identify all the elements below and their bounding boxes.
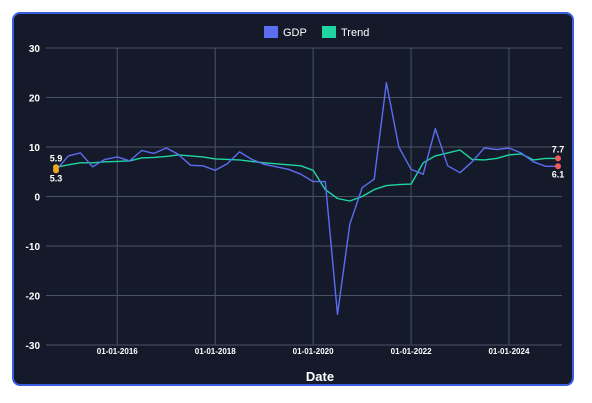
data-label-start-trend: 5.9 — [50, 153, 63, 163]
chart-frame — [12, 12, 574, 386]
x-tick-label: 01-01-2018 — [195, 347, 236, 356]
data-point-end-gdp — [555, 163, 561, 170]
legend[interactable]: GDP Trend — [264, 26, 369, 39]
x-axis-ticks: 01-01-2016 01-01-2018 01-01-2020 01-01-2022… — [97, 347, 530, 356]
series-line-trend — [55, 149, 558, 202]
y-axis-ticks: 30 20 10 0 -10 -20 -30 — [26, 44, 41, 352]
legend-swatch-gdp[interactable] — [264, 26, 278, 38]
data-point-start-gdp — [53, 167, 59, 174]
x-tick-label: 01-01-2020 — [293, 347, 334, 356]
y-tick-label: -10 — [26, 242, 41, 253]
y-tick-label: 20 — [29, 94, 41, 105]
legend-swatch-trend[interactable] — [322, 26, 336, 38]
grid — [46, 47, 562, 346]
x-tick-label: 01-01-2022 — [391, 347, 432, 356]
legend-label-gdp[interactable]: GDP — [283, 27, 307, 39]
y-tick-label: 30 — [29, 44, 41, 55]
series-line-gdp — [55, 81, 558, 315]
data-label-start-gdp: 5.3 — [50, 173, 63, 183]
x-axis-label: Date — [306, 369, 334, 384]
data-point-end-trend — [555, 155, 561, 162]
data-label-end-gdp: 6.1 — [552, 169, 565, 179]
y-tick-label: -30 — [26, 341, 41, 352]
x-tick-label: 01-01-2024 — [488, 347, 529, 356]
x-tick-label: 01-01-2016 — [97, 347, 138, 356]
data-label-end-trend: 7.7 — [552, 144, 565, 154]
legend-label-trend[interactable]: Trend — [341, 27, 369, 39]
y-tick-label: 10 — [29, 143, 41, 154]
annotation-points: 5.9 5.3 7.7 6.1 — [50, 144, 565, 183]
y-tick-label: -20 — [26, 292, 41, 303]
y-tick-label: 0 — [34, 193, 40, 204]
series-lines — [55, 81, 558, 315]
